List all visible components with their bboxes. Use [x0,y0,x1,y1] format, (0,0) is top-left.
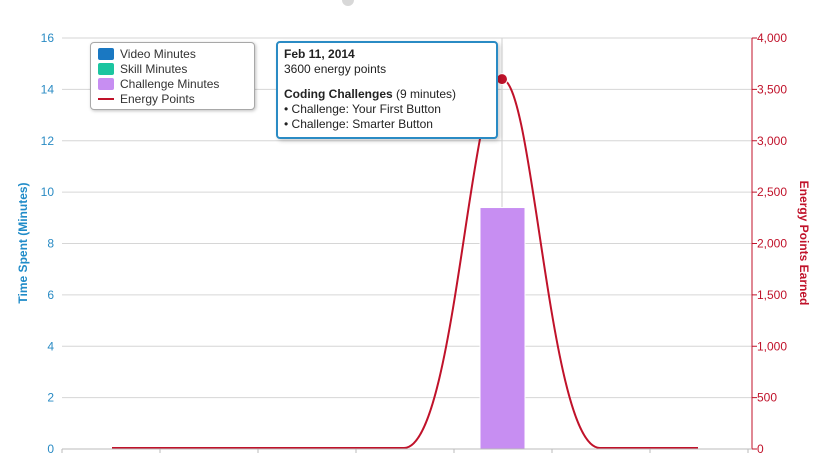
left-tick-label: 14 [41,82,55,96]
legend-item-energy[interactable]: Energy Points [98,91,248,106]
tooltip-points: 3600 energy points [284,62,387,76]
chart-tooltip: Feb 11, 2014 3600 energy points Coding C… [276,41,498,139]
tooltip-section-title: Coding Challenges [284,87,393,101]
right-tick-label: 0 [757,442,764,456]
left-tick-label: 6 [47,288,54,302]
challenge-swatch-icon [98,77,114,90]
tooltip-section: Coding Challenges (9 minutes) [284,87,490,102]
left-tick-label: 2 [47,391,54,405]
tooltip-date: Feb 11, 2014 [284,47,355,61]
legend-item-challenge[interactable]: Challenge Minutes [98,76,248,91]
video-swatch-icon [98,47,114,60]
right-tick-label: 2,500 [757,185,787,199]
y-axis-title-left: Time Spent (Minutes) [16,182,30,303]
left-tick-label: 0 [47,442,54,456]
right-tick-label: 1,000 [757,339,787,353]
tooltip-item: • Challenge: Your First Button [284,102,441,116]
right-tick-label: 4,000 [757,31,787,45]
legend-label: Energy Points [120,91,195,106]
energy-line-icon [98,97,114,100]
legend-label: Video Minutes [120,46,196,61]
legend-item-video[interactable]: Video Minutes [98,46,248,61]
y-axis-title-right: Energy Points Earned [797,181,811,306]
legend-label: Challenge Minutes [120,76,220,91]
legend-item-skill[interactable]: Skill Minutes [98,61,248,76]
tooltip-section-detail: (9 minutes) [392,87,457,101]
right-tick-label: 1,500 [757,288,787,302]
top-handle [342,0,354,6]
right-tick-label: 3,000 [757,134,787,148]
challenge-minutes-bar [479,207,526,450]
left-tick-label: 10 [41,185,55,199]
left-tick-label: 12 [41,134,55,148]
energy-peak-point [496,73,508,86]
left-tick-label: 8 [47,237,54,251]
left-tick-label: 4 [47,339,54,353]
axes: 0 2 4 6 8 10 12 14 16 0 500 1,000 1,500 2,000 2,500 3,0… [16,31,811,456]
tooltip-item: • Challenge: Smarter Button [284,117,433,131]
legend-label: Skill Minutes [120,61,188,76]
chart-legend[interactable]: Video Minutes Skill Minutes Challenge Mi… [90,42,255,110]
right-tick-label: 3,500 [757,82,787,96]
right-tick-label: 2,000 [757,237,787,251]
left-tick-label: 16 [41,31,55,45]
bar-series [479,207,526,450]
skill-swatch-icon [98,62,114,75]
right-tick-label: 500 [757,391,777,405]
